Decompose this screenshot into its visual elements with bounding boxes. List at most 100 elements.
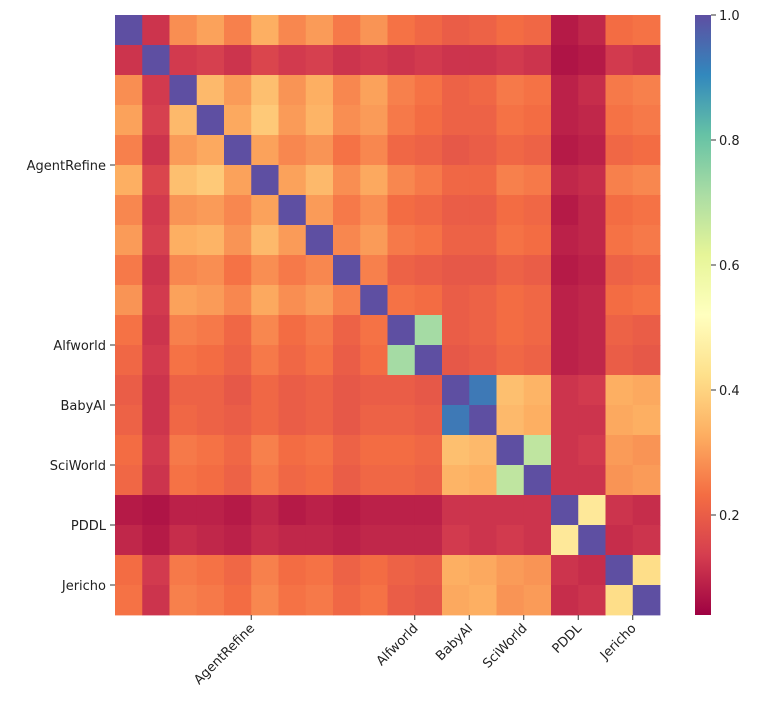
heatmap-cell — [551, 135, 579, 166]
heatmap-cell — [115, 45, 143, 76]
heatmap-cell — [305, 75, 334, 106]
heatmap-cell — [196, 375, 225, 406]
x-tick-label: Jericho — [597, 621, 640, 664]
heatmap-cell — [442, 75, 470, 106]
heatmap-cell — [333, 315, 361, 346]
heatmap-cell — [169, 285, 198, 316]
heatmap-cell — [251, 165, 279, 196]
heatmap-cell — [551, 525, 579, 556]
heatmap-cell — [115, 465, 143, 496]
heatmap-cell — [387, 375, 416, 406]
heatmap-cell — [387, 165, 416, 196]
heatmap-cell — [632, 45, 661, 76]
heatmap-cell — [632, 165, 661, 196]
heatmap-cell — [169, 585, 198, 616]
heatmap-cell — [142, 345, 170, 376]
heatmap-cell — [169, 555, 198, 586]
heatmap-cell — [578, 435, 606, 466]
heatmap-cell — [469, 255, 497, 286]
heatmap-cell — [632, 375, 661, 406]
heatmap-cell — [142, 45, 170, 76]
heatmap-cell — [605, 15, 634, 46]
heatmap-cell — [224, 465, 252, 496]
heatmap-cell — [360, 165, 388, 196]
y-tick-label: PDDL — [71, 519, 107, 534]
heatmap-cell — [414, 75, 443, 106]
heatmap-cell — [387, 435, 416, 466]
heatmap-cell — [251, 375, 279, 406]
heatmap-cell — [142, 435, 170, 466]
heatmap-cell — [360, 225, 388, 256]
heatmap-cell — [632, 255, 661, 286]
heatmap-cell — [360, 375, 388, 406]
heatmap-cell — [196, 495, 225, 526]
heatmap-cell — [469, 285, 497, 316]
x-tick-label: Alfworld — [374, 621, 422, 669]
heatmap-cell — [414, 495, 443, 526]
heatmap-cell — [224, 225, 252, 256]
heatmap-cell — [414, 165, 443, 196]
heatmap-cell — [142, 285, 170, 316]
heatmap-cell — [442, 495, 470, 526]
heatmap-cell — [632, 435, 661, 466]
heatmap-cell — [196, 255, 225, 286]
heatmap-cell — [169, 315, 198, 346]
heatmap-cell — [196, 165, 225, 196]
heatmap-cell — [251, 285, 279, 316]
colorbar — [695, 15, 711, 615]
heatmap-cell — [469, 465, 497, 496]
heatmap-cell — [278, 45, 307, 76]
heatmap-cell — [578, 555, 606, 586]
heatmap-cell — [496, 285, 525, 316]
heatmap-cell — [414, 105, 443, 136]
heatmap-cell — [632, 405, 661, 436]
x-tick-label: AgentRefine — [191, 621, 258, 688]
heatmap-cell — [551, 465, 579, 496]
heatmap-cell — [142, 555, 170, 586]
heatmap-cell — [251, 75, 279, 106]
heatmap-cell — [387, 315, 416, 346]
heatmap-cell — [414, 135, 443, 166]
heatmap-cell — [578, 135, 606, 166]
heatmap-cell — [142, 105, 170, 136]
heatmap-cell — [224, 495, 252, 526]
heatmap-cell — [414, 255, 443, 286]
heatmap-cell — [578, 525, 606, 556]
heatmap-cell — [115, 435, 143, 466]
heatmap-cell — [278, 255, 307, 286]
heatmap-cell — [414, 285, 443, 316]
heatmap-cell — [469, 75, 497, 106]
heatmap-cell — [169, 105, 198, 136]
heatmap-cell — [115, 405, 143, 436]
y-tick-label: AgentRefine — [27, 159, 106, 174]
heatmap-cell — [442, 345, 470, 376]
y-tick-label: SciWorld — [50, 459, 106, 474]
heatmap-cell — [278, 135, 307, 166]
heatmap-cell — [469, 435, 497, 466]
heatmap-cell — [333, 375, 361, 406]
heatmap-cell — [523, 495, 552, 526]
heatmap-cell — [578, 45, 606, 76]
heatmap-cell — [523, 465, 552, 496]
heatmap-cell — [605, 405, 634, 436]
heatmap-cell — [551, 225, 579, 256]
heatmap-cell — [578, 585, 606, 616]
heatmap-cell — [551, 405, 579, 436]
heatmap-cell — [224, 105, 252, 136]
heatmap-cell — [305, 465, 334, 496]
heatmap-cell — [578, 195, 606, 226]
heatmap-cell — [605, 165, 634, 196]
heatmap-cell — [442, 375, 470, 406]
heatmap-cell — [196, 225, 225, 256]
heatmap-cell — [578, 465, 606, 496]
heatmap-cell — [469, 105, 497, 136]
heatmap-cell — [414, 45, 443, 76]
heatmap-cell — [578, 75, 606, 106]
heatmap-cell — [605, 105, 634, 136]
heatmap-cell — [251, 315, 279, 346]
heatmap-cell — [469, 15, 497, 46]
heatmap-cell — [360, 435, 388, 466]
heatmap-cell — [551, 195, 579, 226]
heatmap-cell — [333, 135, 361, 166]
heatmap-cell — [414, 195, 443, 226]
